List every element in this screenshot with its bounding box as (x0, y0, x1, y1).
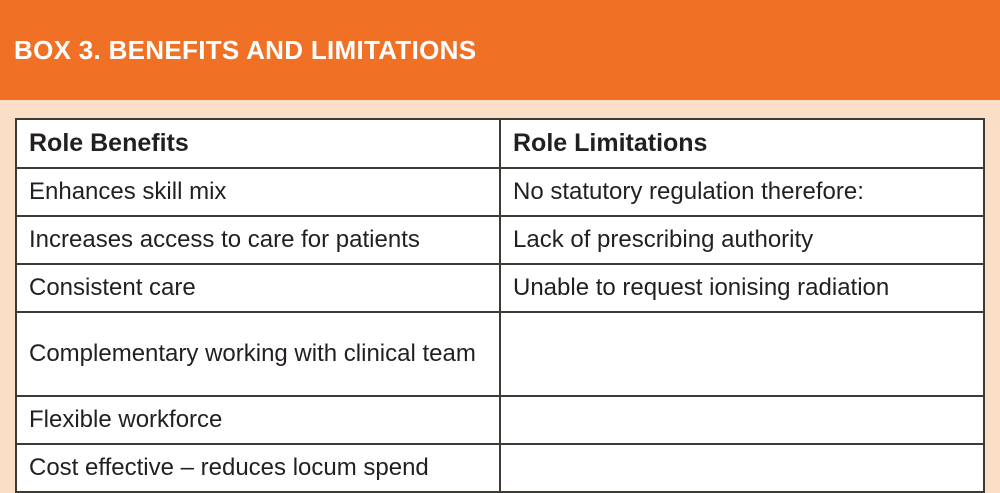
box-header: BOX 3. BENEFITS AND LIMITATIONS (0, 0, 1000, 100)
table-row: Increases access to care for patients La… (15, 215, 985, 265)
benefit-cell: Flexible workforce (15, 395, 501, 445)
benefit-cell: Complementary working with clinical team (15, 311, 501, 397)
limitation-cell: No statutory regulation therefore: (499, 167, 985, 217)
limitation-cell: Unable to request ionising radiation (499, 263, 985, 313)
column-header-role-limitations: Role Limitations (499, 118, 985, 169)
limitation-cell (499, 443, 985, 493)
table-header-row: Role Benefits Role Limitations (15, 118, 985, 169)
table-row: Consistent care Unable to request ionisi… (15, 263, 985, 313)
limitation-cell: Lack of prescribing authority (499, 215, 985, 265)
benefits-limitations-table: Role Benefits Role Limitations Enhances … (15, 118, 985, 493)
column-header-role-benefits: Role Benefits (15, 118, 501, 169)
benefit-cell: Consistent care (15, 263, 501, 313)
table-row: Enhances skill mix No statutory regulati… (15, 167, 985, 217)
table-row: Cost effective – reduces locum spend (15, 443, 985, 493)
limitation-cell (499, 395, 985, 445)
benefit-cell: Increases access to care for patients (15, 215, 501, 265)
table-row: Complementary working with clinical team (15, 311, 985, 397)
benefit-cell: Enhances skill mix (15, 167, 501, 217)
benefit-cell: Cost effective – reduces locum spend (15, 443, 501, 493)
box-body: Role Benefits Role Limitations Enhances … (0, 100, 1000, 493)
table-row: Flexible workforce (15, 395, 985, 445)
box-title: BOX 3. BENEFITS AND LIMITATIONS (14, 34, 477, 65)
limitation-cell (499, 311, 985, 397)
